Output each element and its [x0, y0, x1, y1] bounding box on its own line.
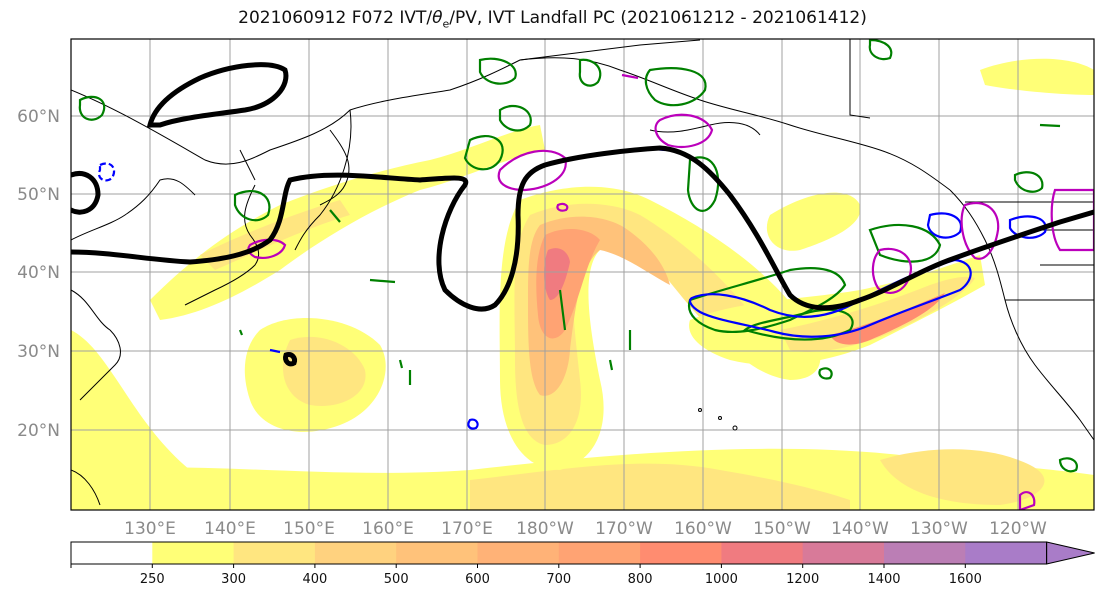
colorbar-extend-arrow: [1046, 541, 1095, 565]
lat-label-50n: 50°N: [17, 185, 60, 205]
colorbar-tick-label: 250: [140, 572, 165, 587]
lon-label-130w: 130°W: [910, 519, 968, 539]
title-prefix: 2021060912 F072 IVT/: [238, 8, 433, 28]
colorbar-swatch: [640, 542, 722, 564]
lon-label-180w: 180°W: [516, 519, 574, 539]
title-sub: e: [442, 17, 450, 31]
map-panel: [71, 39, 1094, 510]
colorbar-swatch: [802, 542, 885, 564]
colorbar-tick-label: 1600: [949, 572, 982, 587]
lon-label-160e: 160°E: [362, 519, 414, 539]
colorbar: 250 300 400 500 600 700 800 1000 1200 1400 1600: [70, 541, 1095, 587]
title-suffix: /PV, IVT Landfall PC (2021061212 - 20210…: [449, 8, 867, 28]
colorbar-tick-label: 1200: [786, 572, 819, 587]
map-frame: [70, 38, 1095, 511]
lat-label-40n: 40°N: [17, 263, 60, 283]
green-contours: [78, 39, 1078, 473]
lat-label-20n: 20°N: [17, 421, 60, 441]
colorbar-swatch: [477, 542, 560, 564]
colorbar-swatch: [884, 542, 966, 564]
colorbar-tick-label: 1400: [867, 572, 900, 587]
lon-label-170w: 170°W: [595, 519, 653, 539]
lon-label-160w: 160°W: [674, 519, 732, 539]
pv-contours: [71, 62, 1094, 367]
colorbar-tick-label: 700: [546, 572, 571, 587]
colorbar-swatch: [71, 542, 153, 564]
lon-label-120w: 120°W: [989, 519, 1047, 539]
colorbar-swatch: [965, 542, 1048, 564]
lon-label-140w: 140°W: [831, 519, 889, 539]
colorbar-tick-label: 500: [384, 572, 409, 587]
colorbar-swatch: [558, 542, 641, 564]
lon-label-140e: 140°E: [204, 519, 256, 539]
colorbar-tick-label: 800: [628, 572, 653, 587]
lat-label-30n: 30°N: [17, 342, 60, 362]
title-theta: θ: [432, 8, 443, 28]
colorbar-tick-label: 400: [302, 572, 327, 587]
map-title: 2021060912 F072 IVT/θe/PV, IVT Landfall …: [0, 8, 1105, 30]
colorbar-tick-label: 1000: [705, 572, 738, 587]
lat-label-60n: 60°N: [17, 107, 60, 127]
colorbar-swatch: [396, 542, 478, 564]
lon-label-130e: 130°E: [124, 519, 176, 539]
colorbar-tick-label: 600: [465, 572, 490, 587]
latitude-labels: 60°N 50°N 40°N 30°N 20°N: [17, 107, 60, 441]
colorbar-tick-label: 300: [221, 572, 246, 587]
colorbar-swatch: [152, 542, 235, 564]
lon-label-170e: 170°E: [441, 519, 493, 539]
coastlines: [71, 39, 1094, 506]
graticule: [71, 39, 1094, 510]
colorbar-swatch: [721, 542, 804, 564]
lon-label-150e: 150°E: [283, 519, 335, 539]
longitude-labels: 130°E 140°E 150°E 160°E 170°E 180°W 170°…: [124, 519, 1047, 539]
lon-label-150w: 150°W: [753, 519, 811, 539]
magenta-contours: [247, 73, 1094, 510]
colorbar-swatch: [233, 542, 316, 564]
colorbar-swatch: [314, 542, 397, 564]
